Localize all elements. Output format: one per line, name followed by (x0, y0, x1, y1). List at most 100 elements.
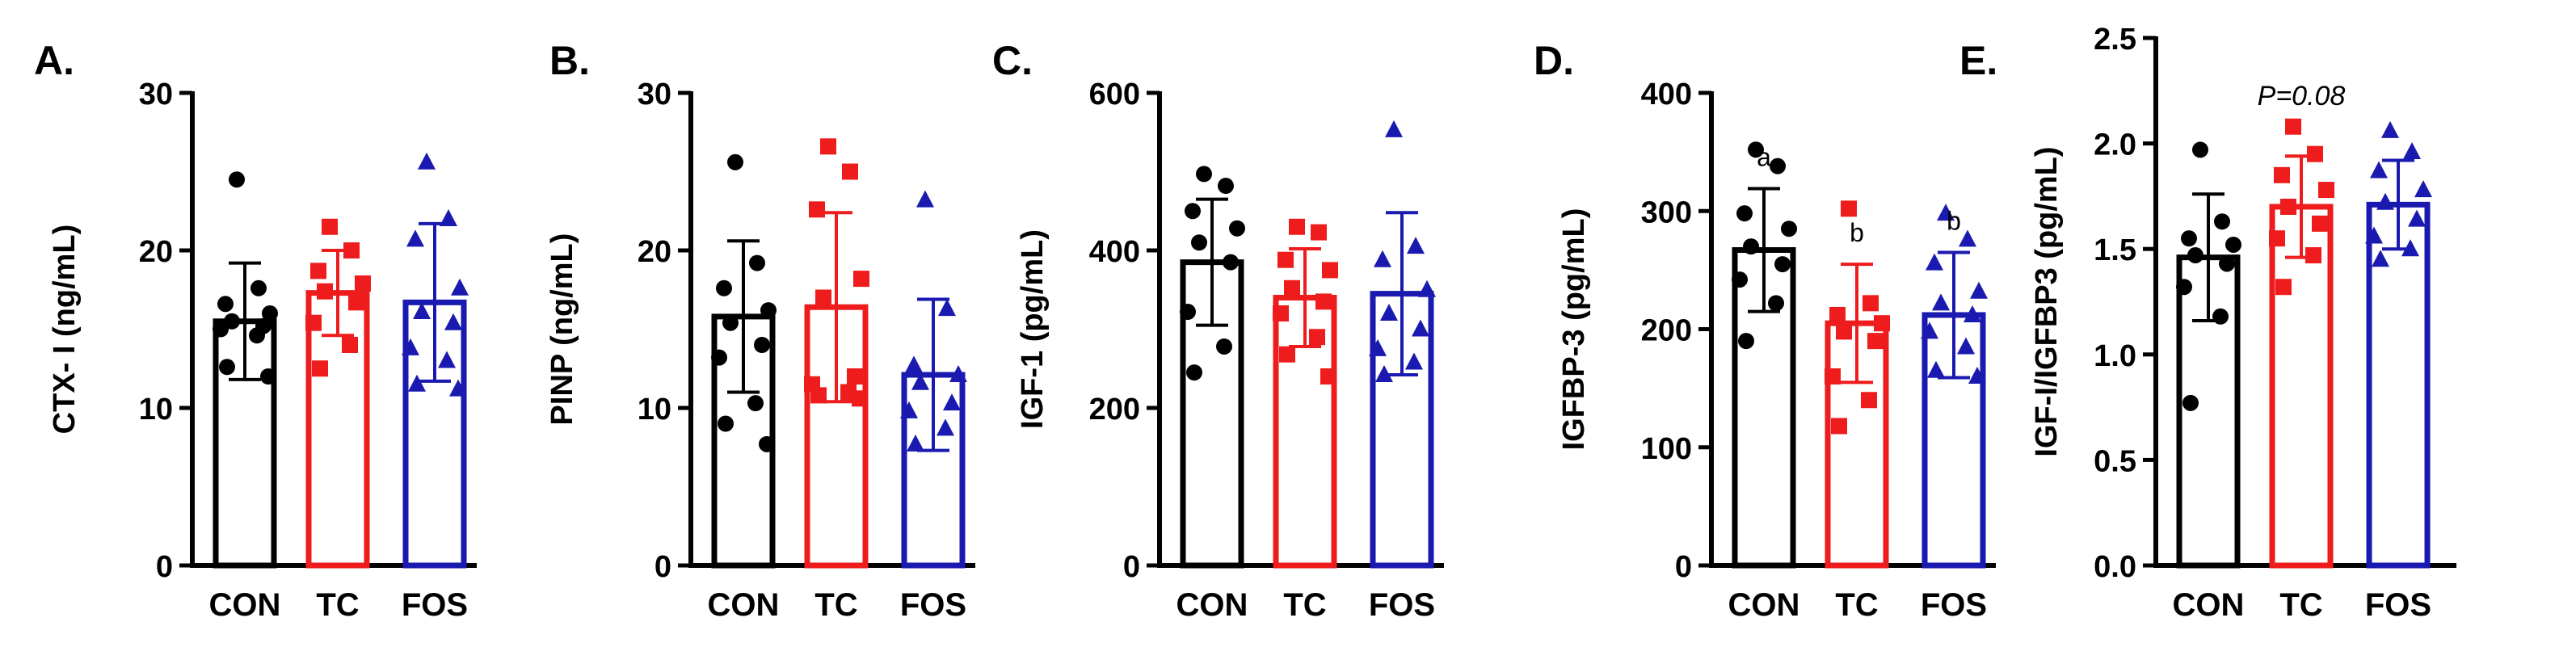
y-axis-title: CTX- I (ng/mL) (48, 225, 82, 435)
data-point (1185, 203, 1201, 220)
data-point (213, 321, 229, 338)
data-point (809, 201, 825, 218)
data-point (1732, 271, 1748, 288)
x-tick-label: CON (2173, 587, 2245, 623)
data-point (1743, 238, 1759, 255)
data-point (406, 229, 424, 247)
data-point (2225, 236, 2241, 253)
y-tick-label: 0.5 (2094, 444, 2136, 478)
x-tick-label: FOS (402, 587, 468, 623)
data-point (1277, 251, 1294, 268)
y-tick-label: 20 (638, 235, 671, 269)
data-point (1223, 254, 1239, 271)
data-point (1186, 364, 1202, 381)
y-tick-label: 200 (1641, 314, 1692, 348)
data-point (2365, 226, 2383, 244)
data-point (1841, 200, 1857, 217)
data-point (1279, 346, 1295, 363)
data-point (438, 351, 456, 368)
p-value-note: P=0.08 (2258, 81, 2346, 111)
data-point (747, 395, 764, 412)
data-point (727, 153, 743, 170)
data-point (2275, 279, 2292, 296)
data-point (2401, 239, 2419, 257)
data-point (2376, 192, 2394, 210)
data-point (1863, 295, 1879, 312)
data-point (217, 296, 234, 313)
panel-a: A. 0 10 20 30 CTX- I (ng/mL) CON TC FOS (34, 38, 477, 623)
data-point (852, 390, 868, 407)
data-point (219, 359, 235, 376)
significance-letter: b (1850, 218, 1864, 247)
x-tick-label: CON (708, 587, 780, 623)
y-tick-label: 1.5 (2094, 233, 2136, 267)
data-point (1932, 293, 1950, 311)
data-point (907, 434, 924, 452)
data-point (1309, 329, 1325, 346)
y-tick-label: 600 (1089, 78, 1140, 111)
data-point (2312, 215, 2328, 232)
data-point (760, 302, 777, 319)
data-point (348, 294, 364, 311)
data-point (1380, 304, 1398, 321)
data-point (1748, 141, 1764, 158)
data-point (1322, 262, 1338, 279)
data-point (2370, 161, 2388, 179)
data-point (937, 418, 954, 436)
data-point (2408, 209, 2426, 227)
data-point (1937, 204, 1955, 221)
data-point (2381, 120, 2399, 138)
y-tick-label: 0.0 (2094, 550, 2136, 584)
data-point (911, 372, 929, 390)
data-point (1407, 237, 1425, 254)
data-point (1216, 338, 1232, 355)
data-point (402, 338, 419, 355)
data-point (1320, 368, 1336, 385)
x-tick-label: TC (1283, 587, 1326, 623)
data-point (722, 314, 739, 331)
data-point (2181, 230, 2197, 247)
data-point (1921, 321, 1938, 339)
data-point (413, 302, 431, 320)
data-point (1738, 333, 1754, 350)
data-point (1926, 253, 1943, 271)
data-point (1196, 166, 1212, 183)
data-point (2414, 180, 2432, 198)
panel-c: C. 0 200 400 600 IGF-1 (pg/mL) CON TC FOS (992, 38, 1444, 623)
x-tick-label: FOS (2365, 587, 2431, 623)
panel-b: B. 0 10 20 30 PINP (ng/mL) CON TC FOS (545, 38, 975, 623)
data-point (1831, 418, 1847, 435)
x-tick-label: TC (1835, 587, 1878, 623)
data-point (312, 360, 328, 377)
data-point (905, 355, 923, 373)
data-point (249, 327, 265, 344)
data-point (2187, 247, 2203, 264)
data-point (749, 254, 765, 271)
data-point (229, 171, 245, 188)
data-point (759, 435, 775, 452)
data-point (418, 152, 436, 170)
data-point (2403, 142, 2421, 160)
panel-label: C. (992, 38, 1033, 83)
y-axis-title: IGF-1 (pg/mL) (1016, 229, 1050, 429)
panel-e: E. 0.0 0.5 1.0 1.5 2.0 2.5 IGF-I/IGFBP3 (pg/mL)… (1959, 23, 2456, 623)
y-tick-label: 0 (1675, 550, 1692, 584)
data-point (815, 289, 831, 306)
significance-letter: b (1947, 206, 1961, 235)
data-point (2274, 166, 2290, 183)
data-point (440, 209, 457, 226)
data-point (1970, 281, 1988, 299)
y-tick-label: 400 (1089, 235, 1140, 269)
data-point (2219, 255, 2235, 272)
data-point (1836, 323, 1852, 340)
data-point (1770, 158, 1786, 174)
y-tick-label: 2.0 (2094, 128, 2136, 162)
data-point (1874, 315, 1890, 332)
data-point (1829, 306, 1846, 323)
data-point (1867, 333, 1884, 350)
y-axis-title: IGFBP-3 (pg/mL) (1557, 208, 1591, 451)
data-point (718, 415, 734, 432)
data-point (250, 279, 267, 296)
data-point (1774, 256, 1791, 273)
y-tick-label: 30 (638, 78, 671, 111)
